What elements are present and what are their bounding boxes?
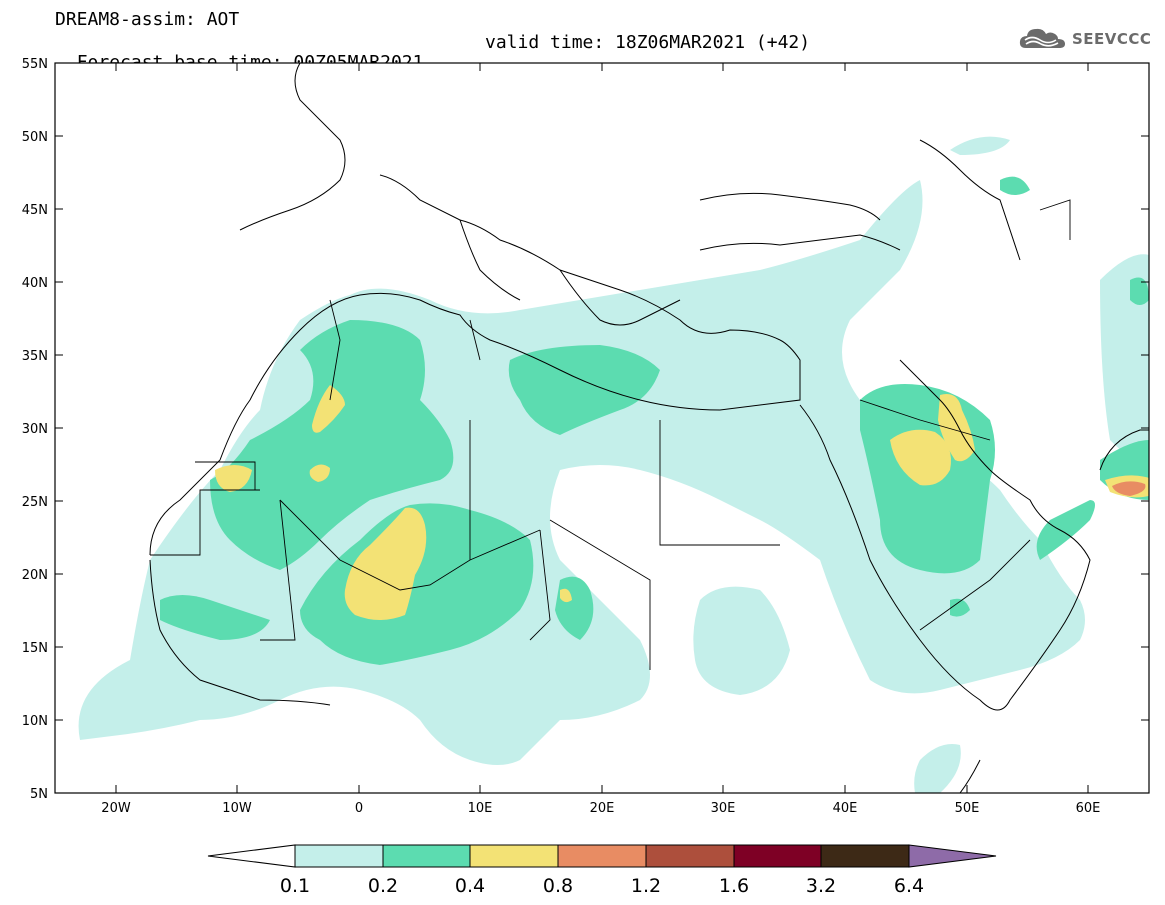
coastlines bbox=[149, 63, 1149, 793]
aot-band-0-4 bbox=[215, 385, 1149, 620]
latitude-labels: 55N 50N 45N 40N 35N 30N 25N 20N 15N 10N … bbox=[22, 57, 48, 802]
lat-label: 5N bbox=[30, 787, 48, 802]
lat-label: 50N bbox=[22, 130, 48, 145]
lat-label: 15N bbox=[22, 641, 48, 656]
lat-label: 55N bbox=[22, 57, 48, 72]
longitude-ticks bbox=[115, 63, 1089, 793]
lon-label: 40E bbox=[833, 801, 858, 816]
lon-label: 60E bbox=[1076, 801, 1101, 816]
cloud-logo-icon bbox=[1019, 28, 1065, 48]
lat-label: 45N bbox=[22, 203, 48, 218]
lat-label: 30N bbox=[22, 422, 48, 437]
lat-label: 10N bbox=[22, 714, 48, 729]
country-borders bbox=[150, 199, 1071, 670]
aot-band-0-8 bbox=[1112, 481, 1146, 496]
latitude-ticks bbox=[55, 62, 1149, 794]
lon-label: 30E bbox=[711, 801, 736, 816]
lat-label: 35N bbox=[22, 349, 48, 364]
lon-label: 20W bbox=[101, 801, 131, 816]
logo-text: SEEVCCC bbox=[1072, 30, 1152, 48]
lat-label: 25N bbox=[22, 495, 48, 510]
longitude-labels: 20W 10W 0 10E 20E 30E 40E 50E 60E bbox=[101, 801, 1100, 816]
lon-label: 20E bbox=[590, 801, 615, 816]
lon-label: 0 bbox=[355, 801, 363, 816]
aot-contour-layer bbox=[78, 136, 1149, 793]
map-title: DREAM8-assim: AOT bbox=[55, 9, 240, 30]
lon-label: 10W bbox=[222, 801, 252, 816]
lat-label: 40N bbox=[22, 276, 48, 291]
valid-time-label: valid time: 18Z06MAR2021 (+42) bbox=[485, 32, 811, 53]
lon-label: 50E bbox=[955, 801, 980, 816]
lon-label: 10E bbox=[468, 801, 493, 816]
seevccc-logo: SEEVCCC bbox=[1018, 26, 1151, 52]
lat-label: 20N bbox=[22, 568, 48, 583]
